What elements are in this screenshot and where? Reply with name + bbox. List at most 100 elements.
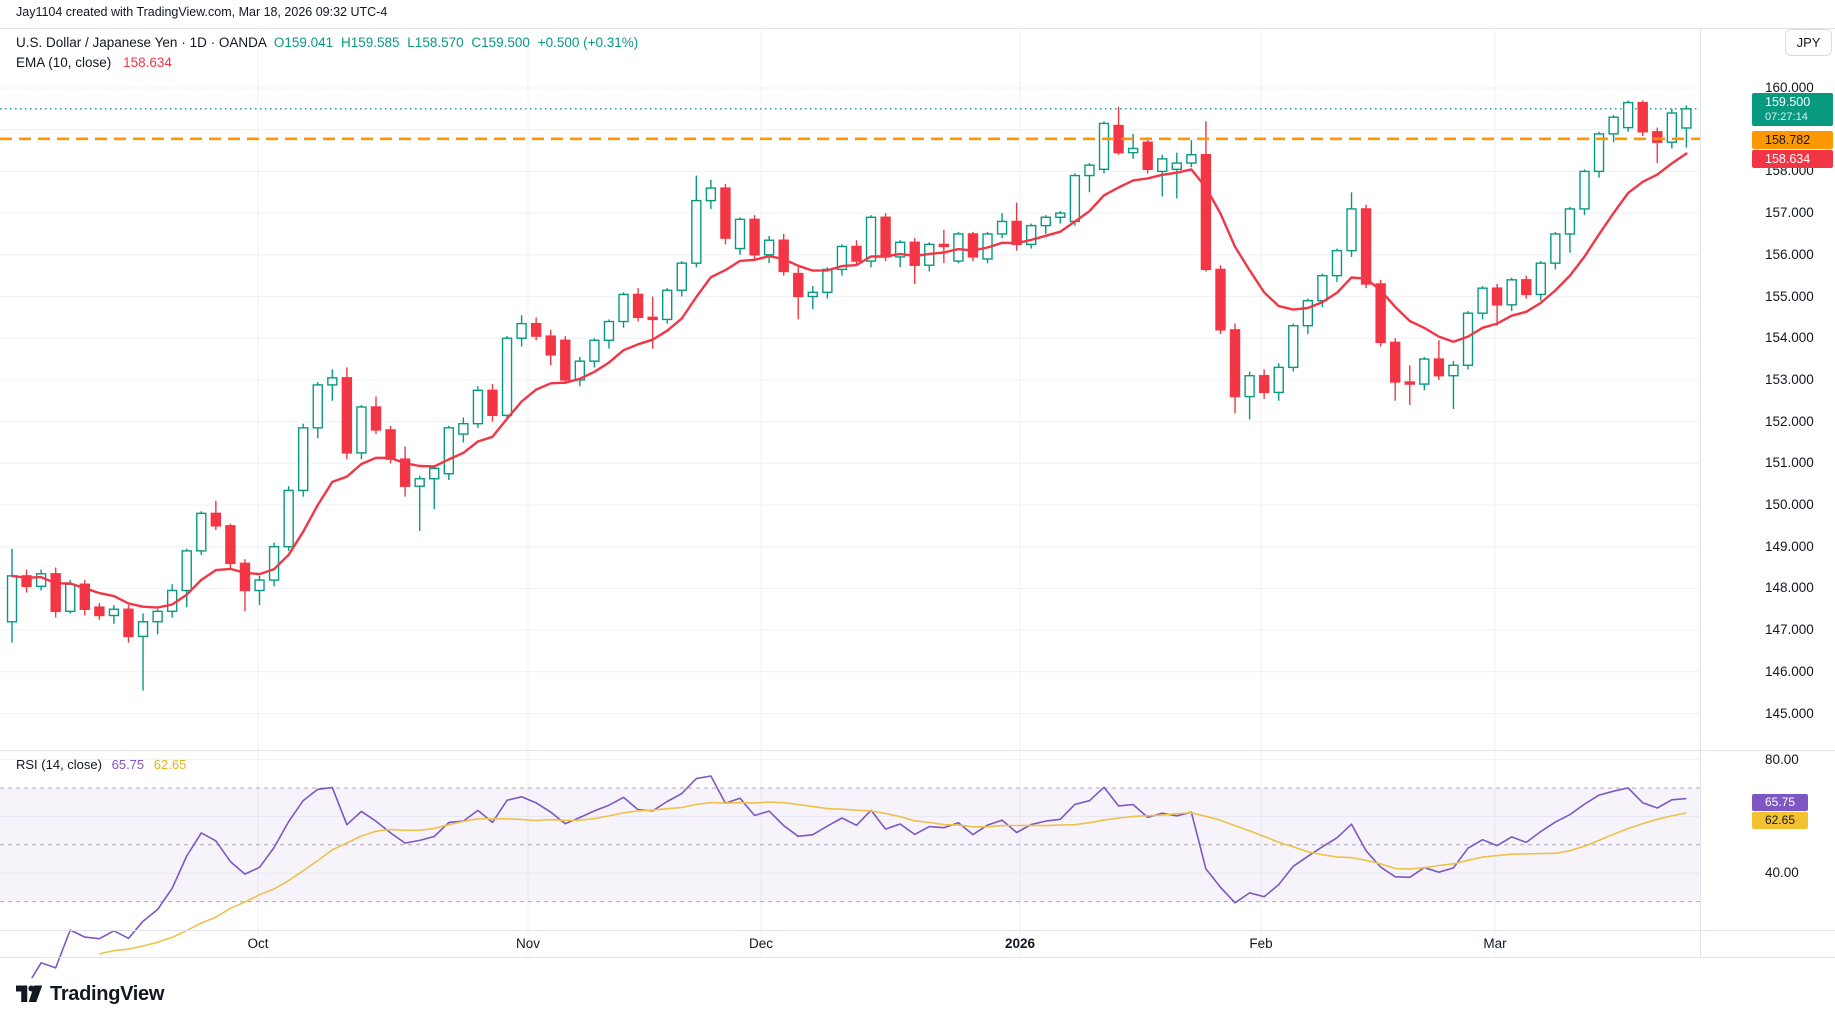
price-axis-label: 146.000 [1765,663,1814,679]
candle [152,609,163,635]
candle [1579,169,1590,216]
price-axis-label: 145.000 [1765,705,1814,721]
candle [516,315,527,347]
price-axis-label: 153.000 [1765,371,1814,387]
candle [181,548,192,608]
tradingview-logo-text: TradingView [50,983,165,1005]
candle [662,288,673,324]
candle [1273,363,1284,401]
ema-legend-row[interactable]: EMA (10, close) 158.634 [16,53,638,73]
ohlc-high: H159.585 [340,35,400,50]
pane-divider[interactable] [0,750,1835,751]
candle [1171,152,1183,199]
candle [632,288,644,322]
ema-price-badge: 158.634 [1752,150,1833,168]
ohlc-close: C159.500 [471,35,530,50]
time-axis-border [0,930,1835,931]
candle [1186,140,1197,168]
candle [399,446,411,497]
candle [1113,106,1124,155]
candle [720,183,731,245]
rsi-axis-label: 40.00 [1765,865,1799,881]
candle [1127,133,1139,159]
time-axis-label: Mar [1483,936,1507,951]
last-price-value: 159.500 [1765,95,1811,109]
candle [1055,211,1066,224]
candle [1346,192,1357,257]
currency-toggle-button[interactable]: JPY [1785,29,1832,56]
price-axis-label: 147.000 [1765,622,1814,638]
candle [1389,338,1401,401]
symbol-title[interactable]: U.S. Dollar / Japanese Yen [16,35,178,50]
candle [1419,356,1430,391]
time-axis-label: Nov [515,936,541,951]
price-axis-label: 156.000 [1765,246,1814,262]
candle [1288,323,1299,372]
candle [458,417,469,443]
candle [705,179,717,209]
candle [1215,265,1226,335]
chart-top-border [0,28,1835,29]
candle [35,569,47,591]
candle [1491,283,1503,326]
candle [1564,206,1576,253]
candle [1084,163,1095,193]
candle [1360,204,1372,289]
candle [137,613,149,691]
symbol-meta: · 1D · OANDA [181,35,267,50]
candle [909,238,920,284]
candle [356,404,367,460]
candle [1608,115,1619,143]
time-axis-label: 2026 [1004,936,1036,951]
ema-label[interactable]: EMA (10, close) [16,55,112,70]
candle [1550,231,1561,270]
candle [807,286,818,310]
rsi-value-badge: 65.75 [1752,794,1808,811]
tradingview-logo[interactable]: TradingView [16,982,164,1007]
candle [1040,215,1051,234]
rsi-line[interactable] [27,775,1687,978]
candle [370,396,382,435]
ohlc-low: L158.570 [407,35,464,50]
rsi-ma-value-badge: 62.65 [1752,812,1808,829]
candle [1622,100,1634,132]
chart-legend: U.S. Dollar / Japanese Yen · 1D · OANDA O… [16,33,638,73]
candle [1404,365,1415,405]
rsi-value: 65.75 [111,757,145,772]
main-chart-canvas[interactable] [0,0,1835,978]
candle [545,329,556,366]
candle [283,486,294,551]
price-axis-label: 160.000 [1765,80,1814,95]
candle [1069,173,1081,226]
candle [953,231,964,264]
rsi-ma-line[interactable] [99,801,1687,955]
candle [836,244,848,276]
ema-line[interactable] [10,152,1688,609]
candle [865,215,877,268]
candle [1244,371,1255,420]
rsi-legend-row[interactable]: RSI (14, close) 65.75 62.65 [16,757,186,772]
candle [429,465,440,510]
candle [443,425,454,480]
attribution-text: Jay1104 created with TradingView.com, Ma… [16,5,388,19]
candle [1142,138,1153,174]
price-axis-label: 157.000 [1765,205,1814,221]
symbol-legend-row[interactable]: U.S. Dollar / Japanese Yen · 1D · OANDA O… [16,33,638,53]
price-axis-label: 154.000 [1765,330,1814,346]
price-axis-label: 151.000 [1765,455,1814,471]
candle [851,240,862,266]
candle [487,384,498,422]
rsi-ma-value: 62.65 [153,757,187,772]
candle [924,242,935,272]
candle [676,261,687,297]
price-axis-label: 152.000 [1765,413,1814,429]
candle [749,215,760,259]
candle [763,236,775,264]
price-axis-label: 149.000 [1765,538,1814,554]
rsi-label[interactable]: RSI (14, close) [16,757,102,772]
candle [1681,105,1692,148]
price-axis-label: 150.000 [1765,497,1814,512]
candle [166,584,178,618]
candle [1506,277,1517,312]
candle [501,336,513,420]
